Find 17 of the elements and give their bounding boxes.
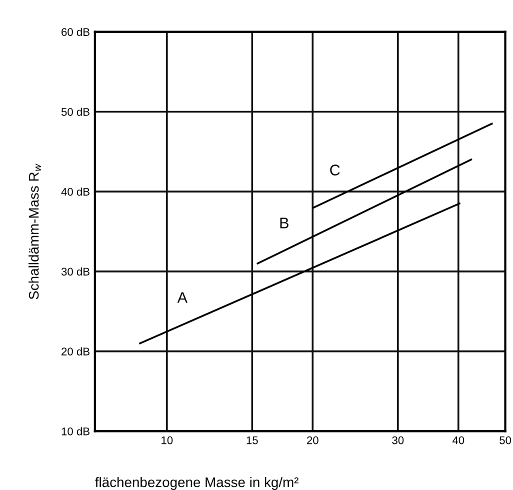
series-label: B <box>280 218 288 228</box>
y-tick-label: 60 dB <box>62 28 90 36</box>
x-tick-label: 50 <box>500 436 512 444</box>
y-tick-label: 50 dB <box>61 108 90 116</box>
y-axis-title: Schalldämm-Mass R$_{w}$ <box>28 164 41 300</box>
x-tick-label: 15 <box>246 436 258 444</box>
x-tick-label: 10 <box>162 436 173 444</box>
y-tick-label: 20 dB <box>62 347 90 356</box>
series-label: C <box>330 164 340 176</box>
series-label: A <box>177 292 188 303</box>
x-tick-label: 30 <box>392 436 404 444</box>
y-tick-label: 10 dB <box>62 427 90 436</box>
x-tick-label: 40 <box>452 436 464 444</box>
y-tick-label: 40 dB <box>61 188 90 196</box>
x-axis-title: flächenbezogene Masse in kg/m² <box>95 476 298 490</box>
y-tick-label: 30 dB <box>61 267 90 276</box>
x-tick-label: 20 <box>307 436 318 444</box>
